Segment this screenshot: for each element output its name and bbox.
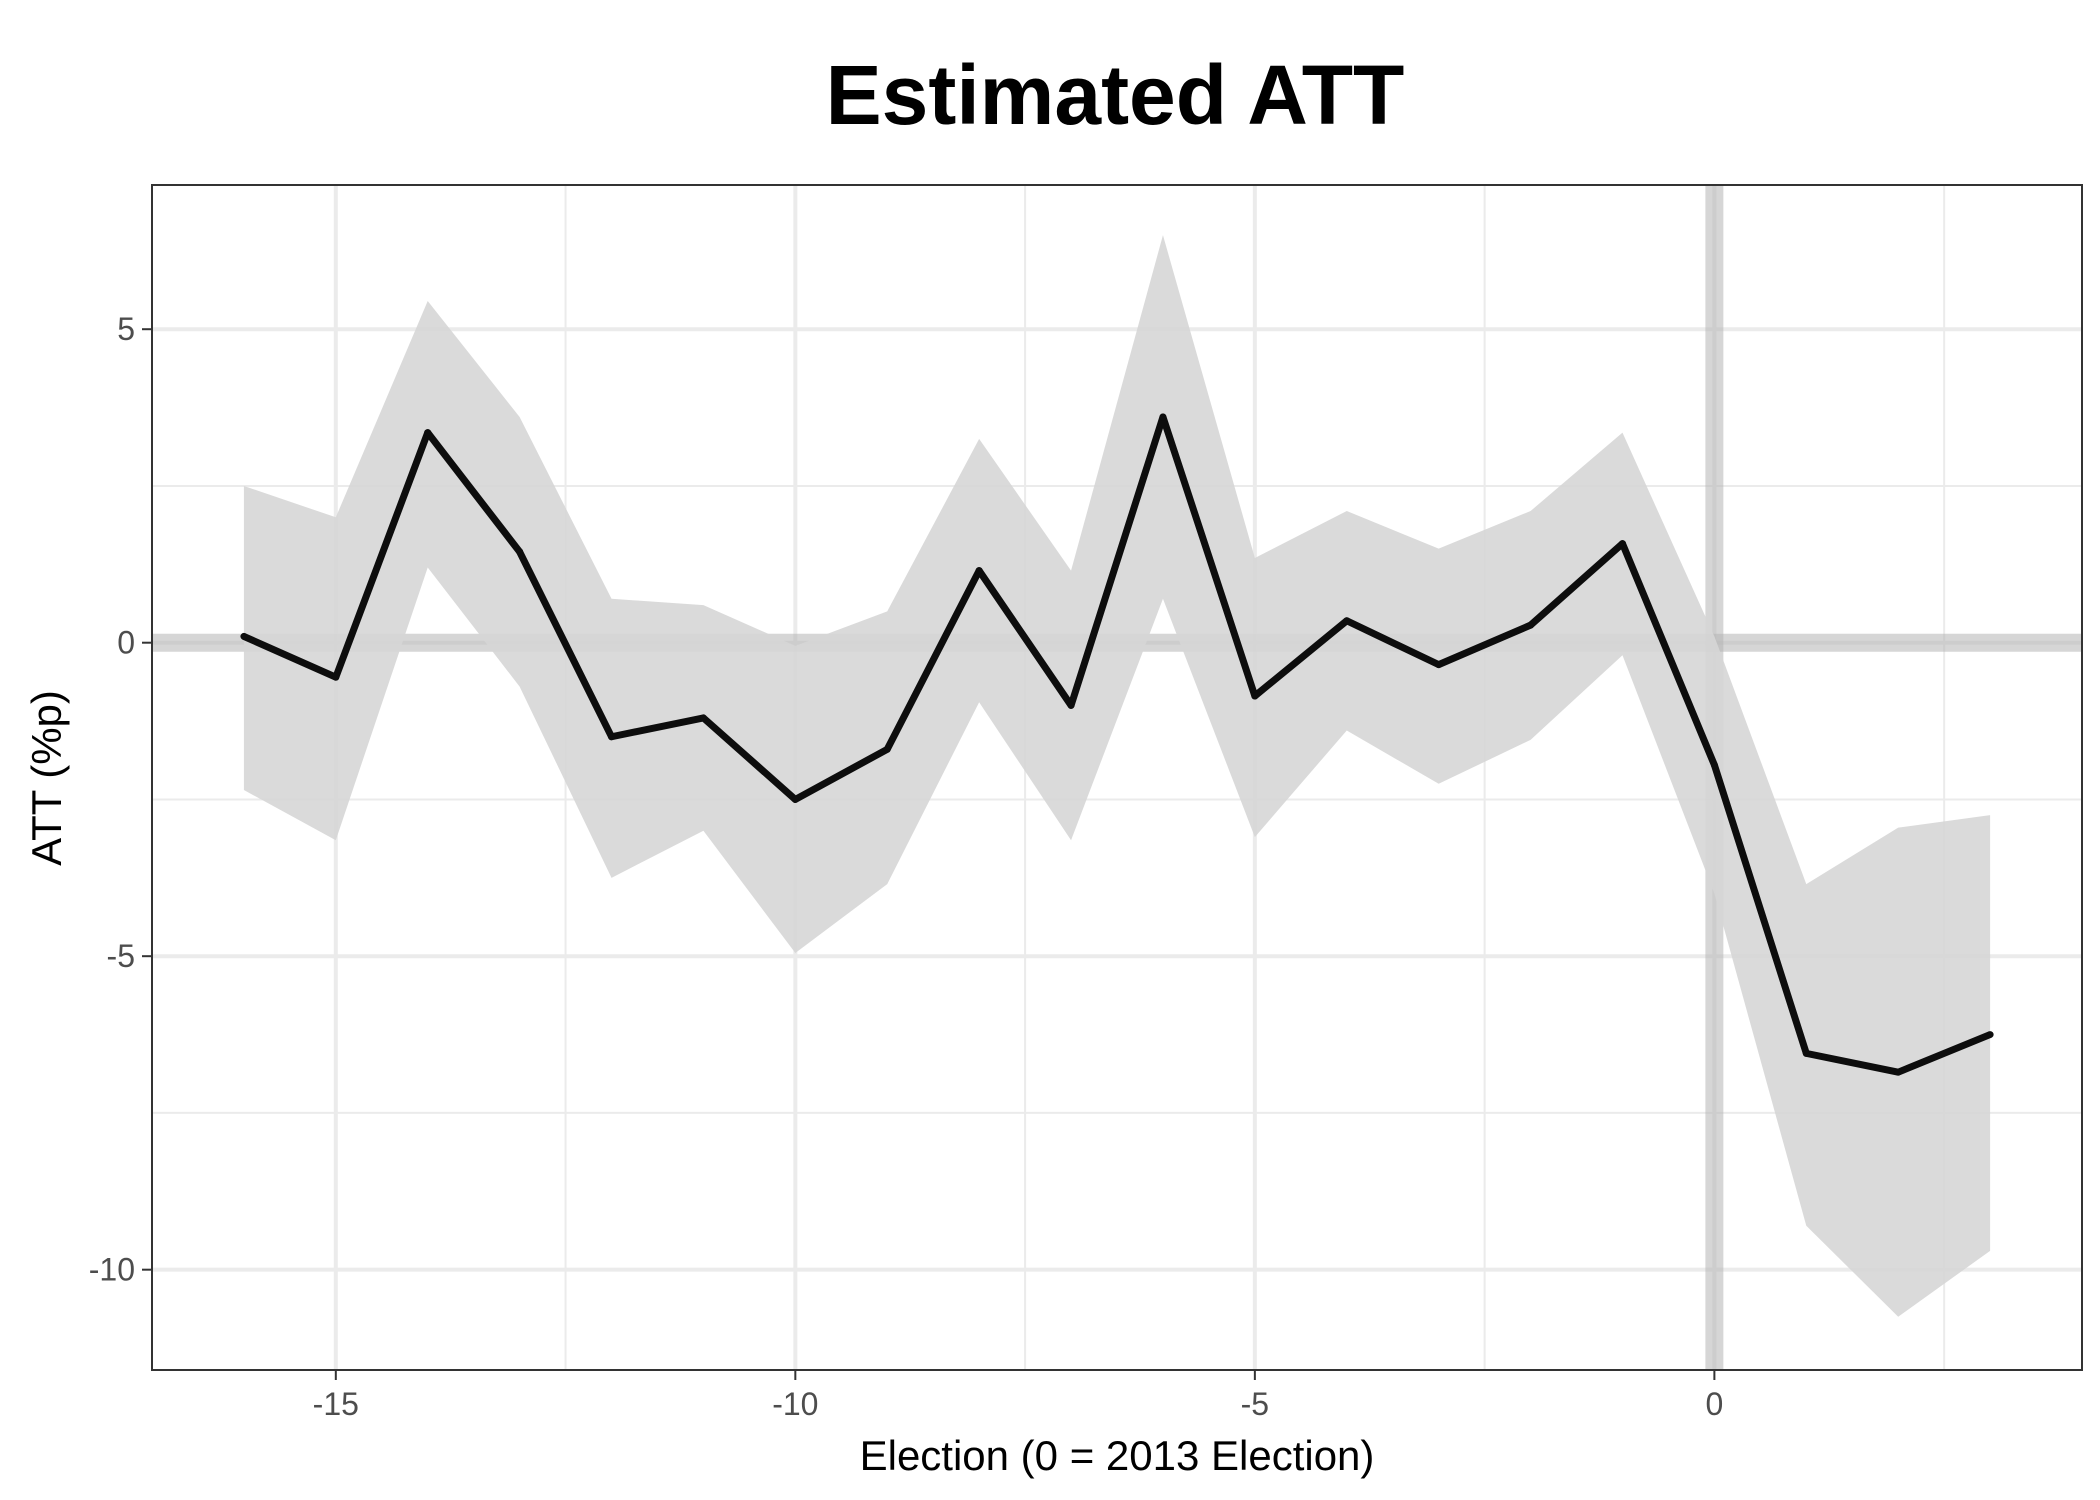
att-point [1527,621,1535,629]
att-estimate-line [242,413,1992,1076]
chart-title: Estimated ATT [826,48,1405,142]
confidence-band-group [243,235,1991,1317]
x-tick-label: 0 [1705,1386,1723,1422]
att-point [791,795,799,803]
x-tick-label: -5 [1241,1386,1269,1422]
att-point [699,714,707,722]
y-tick-label: 0 [117,625,135,661]
att-point [1343,617,1351,625]
att-point [1986,1031,1994,1039]
y-tick-label: -5 [107,938,135,974]
att-point [975,567,983,575]
att-point [332,673,340,681]
x-tick-label: -15 [313,1386,359,1422]
att-line-group [240,413,1994,1076]
panel-border [151,184,2083,1371]
axis-ticks: -15 -10 -5 0 -10 -5 0 5 [89,311,1724,1422]
att-point [1159,413,1167,421]
att-point [883,745,891,753]
y-tick-label: 5 [117,311,135,347]
att-point [1802,1049,1810,1057]
att-point [516,548,524,556]
att-point [608,733,616,741]
y-axis-title: ATT (%p) [23,690,70,866]
x-tick-label: -10 [772,1386,818,1422]
att-point [424,429,432,437]
y-tick-label: -10 [89,1252,135,1288]
att-point [1251,692,1259,700]
att-point [1710,761,1718,769]
att-point [1618,540,1626,548]
att-point [1067,701,1075,709]
att-point [1894,1068,1902,1076]
att-point [240,632,248,640]
att-point [1435,661,1443,669]
confidence-band [243,235,1991,1317]
x-axis-title: Election (0 = 2013 Election) [860,1432,1375,1479]
